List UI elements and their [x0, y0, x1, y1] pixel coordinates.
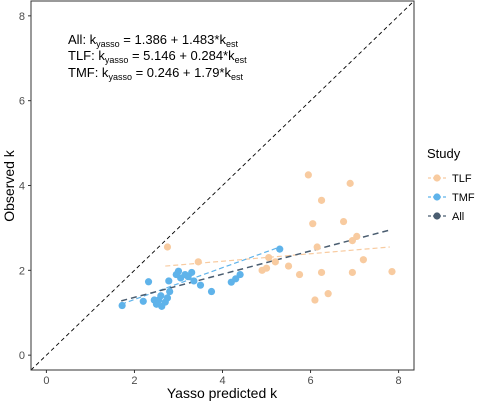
point-tlf: [353, 232, 361, 240]
point-tlf: [359, 256, 367, 264]
x-tick-label: 6: [307, 375, 313, 387]
point-tlf: [317, 268, 326, 277]
point-tmf: [144, 278, 153, 286]
point-tmf: [236, 270, 244, 279]
point-tmf: [163, 294, 172, 302]
point-tlf: [258, 266, 266, 274]
x-tick-label: 4: [219, 375, 225, 387]
legend-entries: TLF TMF All: [428, 173, 475, 223]
fit-line-all: [121, 229, 390, 302]
equation-all: All: kyasso = 1.386 + 1.483*kest: [68, 32, 238, 49]
point-tlf: [317, 196, 326, 204]
point-tlf: [348, 268, 356, 277]
y-tick-label: 4: [19, 181, 25, 193]
y-axis-title: Observed k: [1, 149, 17, 222]
point-tmf: [157, 292, 165, 300]
point-tlf: [163, 243, 172, 251]
point-tlf: [313, 243, 321, 251]
one-to-one-line: [31, 1, 414, 370]
legend: Study TLF TMF All: [427, 146, 475, 223]
point-tmf: [165, 277, 173, 285]
point-tlf: [284, 262, 293, 270]
point-tmf: [139, 297, 147, 305]
equation-tmf: TMF: kyasso = 0.246 + 1.79*kest: [68, 65, 243, 82]
legend-label-tmf: TMF: [452, 192, 475, 204]
y-tick-label: 6: [19, 96, 25, 108]
point-tlf: [311, 296, 319, 304]
point-tmf: [190, 277, 198, 285]
point-tmf: [188, 268, 196, 277]
reference-line-layer: [31, 1, 414, 370]
point-tmf: [196, 281, 205, 289]
y-tick-label: 2: [19, 265, 25, 277]
legend-label-tlf: TLF: [452, 173, 472, 185]
legend-label-all: All: [452, 211, 464, 223]
point-tmf: [207, 287, 216, 296]
point-tlf: [271, 258, 279, 266]
fit-line-tlf: [165, 246, 390, 267]
legend-key-point-all: [433, 212, 441, 220]
point-tlf: [324, 290, 332, 298]
point-tlf: [339, 217, 348, 226]
x-tick-label: 0: [43, 375, 49, 387]
point-tlf: [265, 254, 273, 262]
point-tmf: [118, 301, 126, 310]
equation-tlf: TLF: kyasso = 5.146 + 0.284*kest: [68, 48, 247, 65]
point-tlf: [194, 258, 202, 266]
y-axis: 0 2 4 6 8: [19, 11, 31, 362]
point-tmf: [276, 245, 284, 253]
x-tick-label: 2: [131, 375, 137, 387]
y-tick-label: 0: [19, 350, 25, 362]
point-tlf: [346, 179, 354, 187]
x-axis-title: Yasso predicted k: [167, 385, 278, 401]
legend-key-point-tmf: [433, 193, 441, 201]
y-tick-label: 8: [19, 11, 25, 23]
point-tmf: [166, 287, 174, 296]
equation-annotations: All: kyasso = 1.386 + 1.483*kest TLF: ky…: [68, 32, 247, 82]
point-tmf: [174, 267, 183, 275]
data-points: [118, 171, 396, 310]
fit-line-tmf: [121, 246, 280, 305]
fit-lines: [121, 229, 390, 305]
legend-key-point-tlf: [433, 174, 441, 182]
x-tick-label: 8: [396, 375, 402, 387]
x-axis: 0 2 4 6 8: [43, 370, 402, 387]
legend-title: Study: [427, 146, 461, 161]
point-tlf: [295, 270, 304, 279]
point-tlf: [309, 220, 317, 228]
point-tlf: [304, 171, 312, 179]
point-tlf: [388, 268, 396, 276]
